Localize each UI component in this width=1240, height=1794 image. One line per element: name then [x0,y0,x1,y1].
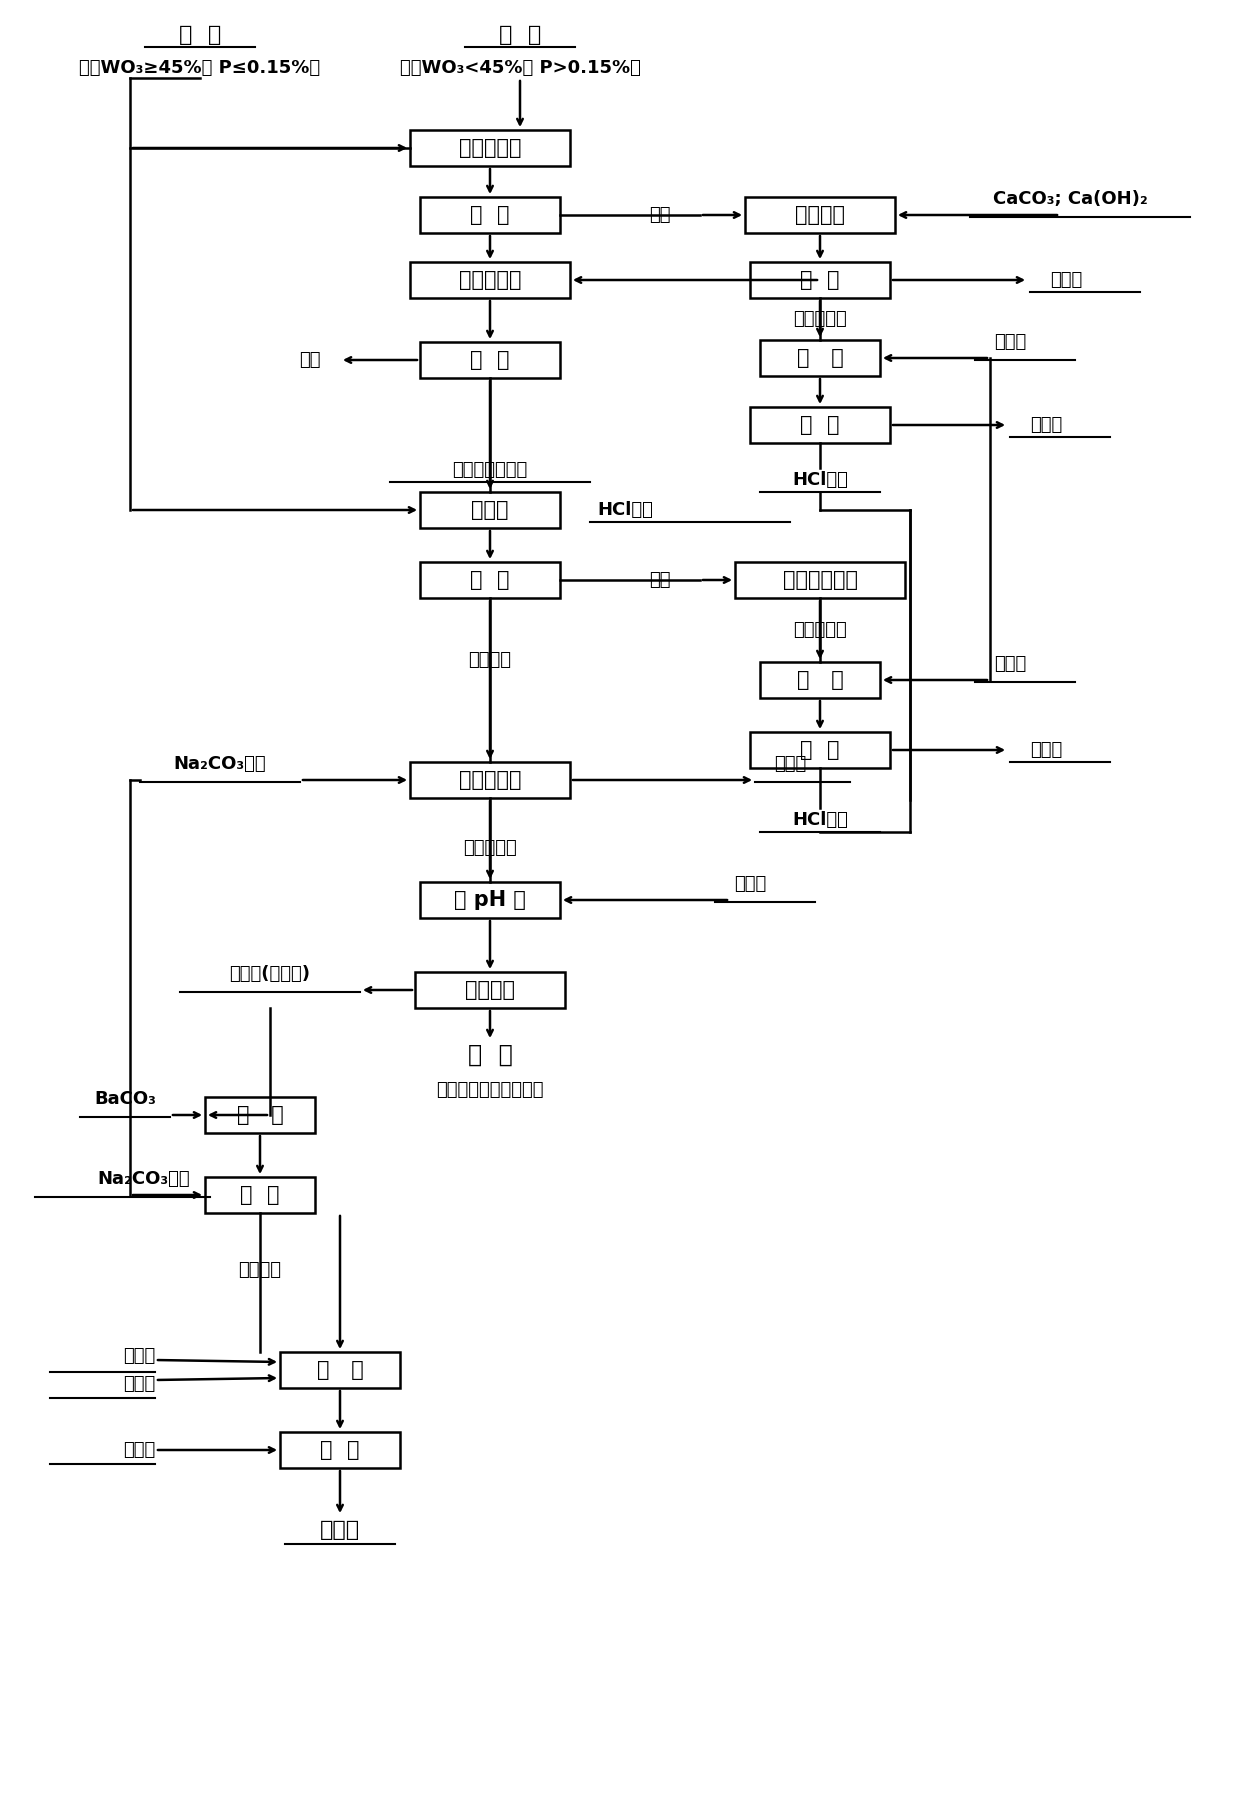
Text: Na₂CO₃溶液: Na₂CO₃溶液 [98,1170,190,1188]
Text: 过  滤: 过 滤 [470,350,510,370]
Bar [280,1353,401,1389]
Text: （送后续钨冶金工序）: （送后续钨冶金工序） [436,1082,544,1100]
Text: HCl溶液: HCl溶液 [598,501,653,518]
Text: 滤液: 滤液 [650,206,671,224]
Bar [735,562,905,597]
Bar [420,343,560,379]
Text: 硫酸钙: 硫酸钙 [1030,416,1063,434]
Text: 滤液: 滤液 [299,352,321,370]
Text: 钨酸钠溶液: 钨酸钠溶液 [463,840,517,858]
Text: 过  滤: 过 滤 [241,1186,280,1206]
Text: 苟   化: 苟 化 [237,1105,284,1125]
Text: 离子交换: 离子交换 [465,980,515,999]
Bar [415,972,565,1008]
Bar [760,662,880,698]
Text: 二级预处理: 二级预处理 [459,271,521,291]
Text: 钨  矿: 钨 矿 [179,25,221,45]
Text: 交后液(硫酸钠): 交后液(硫酸钠) [229,965,310,983]
Text: 酸分解: 酸分解 [471,501,508,520]
Text: 滤  液: 滤 液 [467,1042,512,1067]
Text: 粗硫酸钡: 粗硫酸钡 [238,1261,281,1279]
Text: 过  滤: 过 滤 [470,205,510,224]
Text: 转   化: 转 化 [796,348,843,368]
Text: 硫酸钡: 硫酸钡 [320,1520,360,1539]
Text: 过  滤: 过 滤 [470,570,510,590]
Bar [410,262,570,298]
Text: HCl溶液: HCl溶液 [792,811,848,829]
Text: CaCO₃; Ca(OH)₂: CaCO₃; Ca(OH)₂ [993,190,1147,208]
Text: 除铁渣: 除铁渣 [1050,271,1083,289]
Text: 浓硫酸: 浓硫酸 [994,655,1027,673]
Text: 固体钨酸: 固体钨酸 [469,651,511,669]
Text: （含WO₃<45%或 P>0.15%）: （含WO₃<45%或 P>0.15%） [399,59,640,77]
Bar [205,1096,315,1134]
Bar [280,1432,401,1467]
Text: 浓硫酸: 浓硫酸 [123,1374,155,1392]
Text: 碳酸钠溶解: 碳酸钠溶解 [459,770,521,789]
Text: 钨  矿: 钨 矿 [498,25,541,45]
Text: 一级预处理: 一级预处理 [459,138,521,158]
Text: 调 pH 值: 调 pH 值 [454,890,526,910]
Text: 浓硫酸: 浓硫酸 [994,334,1027,352]
Bar [750,262,890,298]
Bar [750,732,890,768]
Text: HCl溶液: HCl溶液 [792,472,848,490]
Text: 萃取除铁钨钼: 萃取除铁钨钼 [782,570,858,590]
Text: 纯   化: 纯 化 [316,1360,363,1380]
Text: 二次预处理精矿: 二次预处理精矿 [453,461,528,479]
Text: Na₂CO₃溶液: Na₂CO₃溶液 [174,755,267,773]
Text: （含WO₃≥45%且 P≤0.15%）: （含WO₃≥45%且 P≤0.15%） [79,59,321,77]
Text: 中和除铁: 中和除铁 [795,205,844,224]
Text: 滤液: 滤液 [650,570,671,588]
Bar [745,197,895,233]
Text: 过  滤: 过 滤 [800,271,839,291]
Text: 过  滤: 过 滤 [320,1441,360,1460]
Bar [750,407,890,443]
Text: 氯化钙溶液: 氯化钙溶液 [794,310,847,328]
Bar [420,492,560,527]
Text: BaCO₃: BaCO₃ [94,1091,156,1109]
Bar [420,197,560,233]
Bar [410,129,570,167]
Bar [420,883,560,919]
Bar [410,762,570,798]
Text: 硫酸钙: 硫酸钙 [1030,741,1063,759]
Bar [205,1177,315,1213]
Text: 浓硫酸: 浓硫酸 [734,875,766,893]
Bar [420,562,560,597]
Text: 滤解渣: 滤解渣 [774,755,806,773]
Text: 稀盐酸: 稀盐酸 [123,1441,155,1459]
Text: 过  滤: 过 滤 [800,739,839,761]
Text: 氯化钙溶液: 氯化钙溶液 [794,621,847,639]
Text: 稀盐酸: 稀盐酸 [123,1347,155,1365]
Text: 转   化: 转 化 [796,669,843,691]
Text: 过  滤: 过 滤 [800,414,839,434]
Bar [760,341,880,377]
